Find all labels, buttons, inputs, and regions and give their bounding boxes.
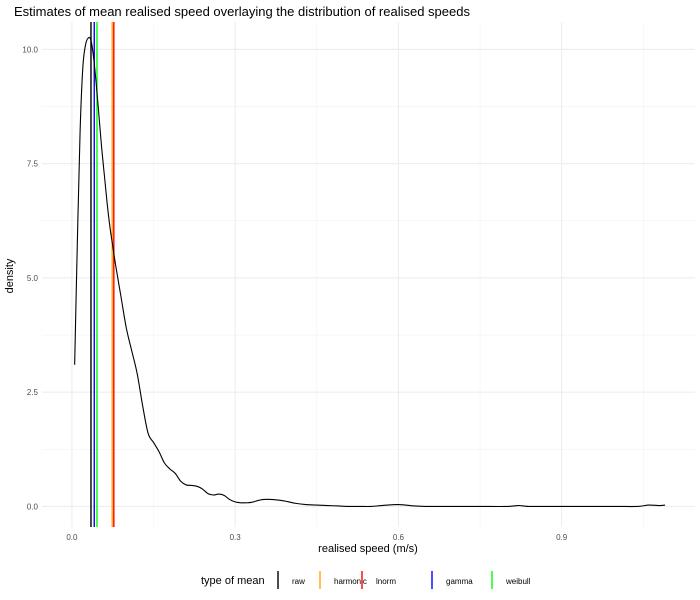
y-ticks-layer: 0.0 2.5 5.0 7.5 10.0	[22, 45, 38, 511]
x-tick-label: 0.6	[393, 533, 405, 542]
density-curve	[74, 36, 666, 508]
x-tick-label: 0.9	[556, 533, 568, 542]
x-tick-label: 0.0	[66, 533, 78, 542]
legend: type of mean raw harmonic lnorm gamma weibul…	[201, 571, 531, 589]
legend-entries: raw harmonic lnorm gamma weibull	[277, 571, 531, 589]
y-tick-label: 10.0	[22, 45, 38, 54]
legend-label-gamma: gamma	[446, 577, 473, 586]
grid-layer	[42, 22, 695, 527]
y-axis-title: density	[4, 258, 16, 293]
curve-layer	[74, 36, 666, 508]
legend-label-lnorm: lnorm	[376, 577, 396, 586]
legend-label-harmonic: harmonic	[334, 577, 367, 586]
chart-title: Estimates of mean realised speed overlay…	[14, 4, 470, 19]
mean-lines-layer	[90, 22, 115, 527]
legend-label-raw: raw	[292, 577, 305, 586]
x-axis-title: realised speed (m/s)	[318, 543, 418, 555]
x-tick-label: 0.3	[230, 533, 242, 542]
x-ticks-layer: 0.0 0.3 0.6 0.9	[66, 533, 567, 542]
y-tick-label: 7.5	[27, 160, 39, 169]
y-tick-label: 0.0	[27, 502, 39, 511]
legend-label-weibull: weibull	[505, 577, 531, 586]
y-tick-label: 5.0	[27, 274, 39, 283]
legend-title: type of mean	[201, 575, 265, 587]
y-tick-label: 2.5	[27, 388, 39, 397]
